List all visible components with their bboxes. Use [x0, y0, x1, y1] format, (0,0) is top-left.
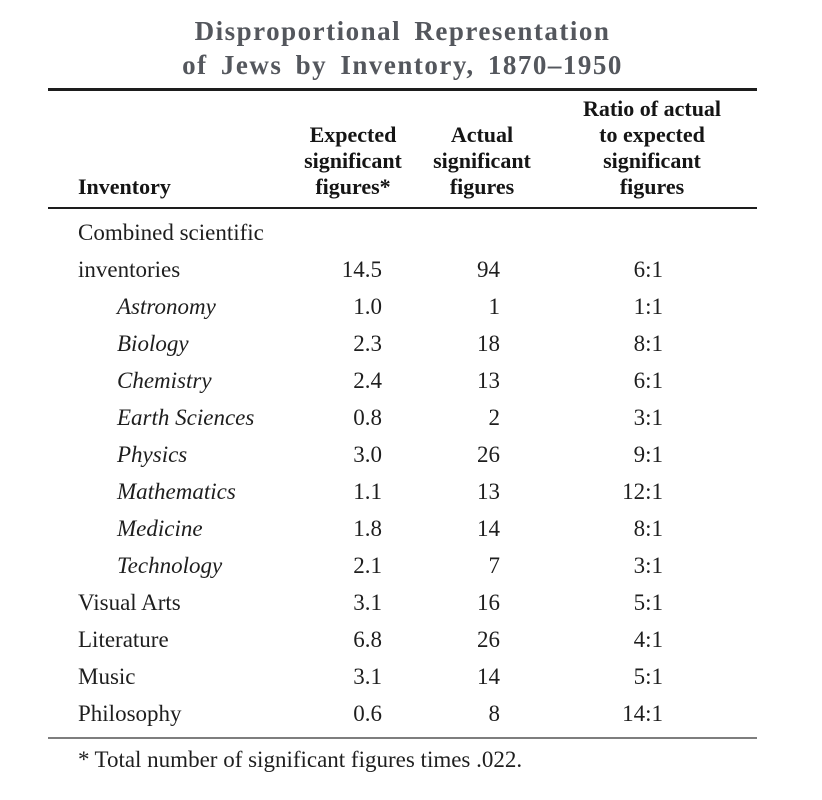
table-row: Technology 2.1 7 3:1 [48, 547, 757, 584]
actual-value: 13 [477, 368, 500, 393]
inventory-label: Mathematics [117, 479, 236, 504]
table-row: Biology 2.3 18 8:1 [48, 325, 757, 362]
column-header-expected-significant-figures: Expected significant figures* [304, 122, 402, 199]
ratio-value: 8:1 [633, 516, 663, 541]
table-body: Combined scientific inventories 14.5 94 6:1 A… [48, 208, 757, 738]
expected-value: 3.0 [353, 442, 382, 467]
ratio-value: 6:1 [633, 257, 663, 282]
table-row: Philosophy 0.6 8 14:1 [48, 695, 757, 738]
inventory-label: Medicine [117, 516, 203, 541]
ratio-value: 14:1 [622, 701, 663, 726]
table-header-row: Inventory Expected significant figures* Ac… [48, 90, 757, 208]
ratio-value: 3:1 [633, 405, 663, 430]
footnote-text: Total number of significant figures time… [94, 747, 523, 772]
inventory-label: Biology [117, 331, 189, 356]
expected-value: 3.1 [353, 590, 382, 615]
expected-value: 2.3 [353, 331, 382, 356]
expected-value: 3.1 [353, 664, 382, 689]
expected-value: 2.4 [353, 368, 382, 393]
inventory-label: Visual Arts [78, 590, 181, 615]
table-row: Combined scientific inventories 14.5 94 6:1 [48, 208, 757, 288]
inventory-label: Physics [117, 442, 188, 467]
ratio-value: 5:1 [633, 590, 663, 615]
table-title-line-1: Disproportional Representation [194, 16, 611, 46]
ratio-value: 12:1 [622, 479, 663, 504]
footnote-asterisk: * [78, 747, 90, 772]
table-row: Physics 3.0 26 9:1 [48, 436, 757, 473]
inventory-label: Philosophy [78, 701, 182, 726]
actual-value: 8 [488, 701, 501, 726]
actual-value: 7 [488, 553, 501, 578]
ratio-value: 6:1 [633, 368, 663, 393]
inventory-label: Music [78, 664, 136, 689]
table-row: Medicine 1.8 14 8:1 [48, 510, 757, 547]
expected-value: 0.6 [353, 701, 382, 726]
actual-value: 18 [477, 331, 500, 356]
expected-value: 1.1 [353, 479, 382, 504]
actual-value: 14 [477, 664, 500, 689]
inventory-label: Technology [117, 553, 223, 578]
expected-value: 0.8 [353, 405, 382, 430]
ratio-value: 8:1 [633, 331, 663, 356]
inventory-label: Astronomy [117, 294, 216, 319]
column-header-actual-significant-figures: Actual significant figures [433, 122, 531, 199]
actual-value: 2 [488, 405, 501, 430]
ratio-value: 3:1 [633, 553, 663, 578]
expected-value: 1.0 [353, 294, 382, 319]
table-title: Disproportional Representation of Jews b… [48, 14, 757, 82]
table-row: Chemistry 2.4 13 6:1 [48, 362, 757, 399]
actual-value: 13 [477, 479, 500, 504]
ratio-value: 1:1 [633, 294, 663, 319]
table-row: Visual Arts 3.1 16 5:1 [48, 584, 757, 621]
table-row: Literature 6.8 26 4:1 [48, 621, 757, 658]
actual-value: 14 [477, 516, 500, 541]
actual-value: 94 [477, 257, 500, 282]
table-header: Inventory Expected significant figures* Ac… [48, 90, 757, 208]
actual-value: 26 [477, 442, 500, 467]
table-row: Mathematics 1.1 13 12:1 [48, 473, 757, 510]
table-row: Earth Sciences 0.8 2 3:1 [48, 399, 757, 436]
inventory-label: Chemistry [117, 368, 212, 393]
statistics-table: Inventory Expected significant figures* Ac… [48, 88, 757, 739]
ratio-value: 5:1 [633, 664, 663, 689]
expected-value: 14.5 [341, 257, 382, 282]
inventory-label: Earth Sciences [117, 405, 255, 430]
expected-value: 2.1 [353, 553, 382, 578]
table-title-line-2: of Jews by Inventory, 1870–1950 [182, 50, 623, 80]
table-figure: Disproportional Representation of Jews b… [48, 0, 757, 776]
actual-value: 1 [488, 294, 501, 319]
column-header-ratio-actual-to-expected: Ratio of actual to expected significant fig… [582, 96, 722, 199]
table-footnote: * Total number of significant figures tim… [48, 744, 757, 776]
actual-value: 16 [477, 590, 500, 615]
table-row: Music 3.1 14 5:1 [48, 658, 757, 695]
actual-value: 26 [477, 627, 500, 652]
table-row: Astronomy 1.0 1 1:1 [48, 288, 757, 325]
inventory-label: Combined scientific inventories [78, 220, 264, 282]
expected-value: 6.8 [353, 627, 382, 652]
inventory-label: Literature [78, 627, 169, 652]
expected-value: 1.8 [353, 516, 382, 541]
ratio-value: 9:1 [633, 442, 663, 467]
column-header-inventory: Inventory [78, 174, 171, 199]
ratio-value: 4:1 [633, 627, 663, 652]
